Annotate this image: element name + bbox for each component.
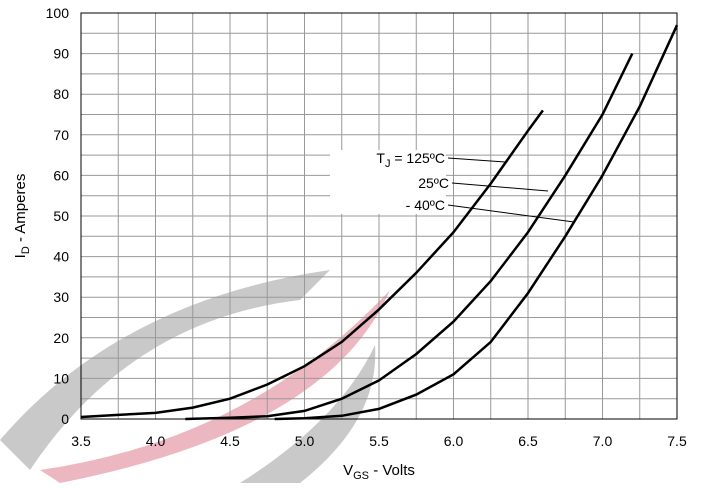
y-label-text: I: [12, 254, 29, 258]
y-tick-label: 100: [46, 5, 70, 21]
tick-labels: 3.5 4.0 4.5 5.0 5.5 6.0 6.5 7.0 7.5 0 10 20 30 40 50 60…: [46, 5, 687, 449]
y-label-text: - Amperes: [12, 174, 29, 247]
x-tick-label: 7.5: [667, 433, 687, 449]
annotation-text: = 125ºC: [390, 150, 445, 166]
x-tick-label: 4.0: [146, 433, 166, 449]
y-tick-label: 90: [53, 46, 69, 62]
annotation-sub: J: [385, 158, 391, 170]
x-tick-label: 6.0: [444, 433, 464, 449]
y-tick-label: 20: [53, 330, 69, 346]
x-tick-label: 3.5: [71, 433, 91, 449]
annotation: 25ºC: [418, 175, 449, 191]
annotation: - 40ºC: [406, 197, 445, 213]
annotation-text: T: [376, 150, 385, 166]
watermark-arc: [0, 270, 330, 470]
grid: [80, 12, 678, 420]
y-tick-label: 50: [53, 208, 69, 224]
leader-line: [447, 157, 506, 163]
annotation: TJ = 125ºC: [376, 150, 445, 170]
curve: [80, 109, 544, 419]
y-tick-label: 0: [61, 411, 69, 427]
curves: [80, 24, 679, 421]
x-tick-label: 5.0: [295, 433, 315, 449]
x-label-text: - Volts: [369, 462, 415, 479]
y-tick-label: 40: [53, 249, 69, 265]
x-axis-label: VGS - Volts: [343, 462, 415, 482]
x-tick-label: 5.5: [369, 433, 389, 449]
leader-line: [447, 204, 575, 223]
y-label-sub: D: [20, 246, 32, 254]
x-tick-label: 6.5: [518, 433, 538, 449]
curve: [274, 24, 679, 421]
curve: [185, 53, 634, 421]
x-label-sub: GS: [353, 470, 369, 482]
x-label-text: V: [343, 462, 353, 479]
y-axis-label: ID - Amperes: [12, 174, 32, 259]
x-tick-label: 4.5: [220, 433, 240, 449]
y-tick-label: 80: [53, 86, 69, 102]
plot-frame: [80, 12, 678, 420]
y-tick-label: 30: [53, 289, 69, 305]
y-tick-label: 60: [53, 167, 69, 183]
annotation-bg: [330, 150, 446, 214]
x-tick-label: 7.0: [593, 433, 613, 449]
y-tick-label: 70: [53, 127, 69, 143]
y-tick-label: 10: [53, 370, 69, 386]
leader-line: [451, 182, 549, 192]
